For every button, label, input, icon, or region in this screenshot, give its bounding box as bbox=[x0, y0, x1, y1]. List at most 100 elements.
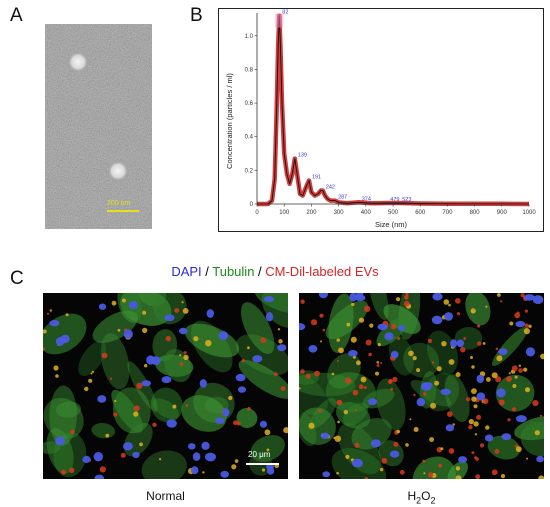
ev-puncta bbox=[482, 398, 489, 405]
ev-puncta bbox=[185, 404, 189, 407]
ev-puncta bbox=[515, 446, 522, 453]
ev-puncta bbox=[468, 425, 473, 430]
dapi-nucleus bbox=[55, 436, 65, 446]
ev-puncta bbox=[486, 377, 491, 382]
dapi-nucleus bbox=[349, 293, 357, 302]
ev-puncta bbox=[473, 404, 478, 409]
ev-puncta bbox=[139, 442, 143, 447]
dapi-nucleus bbox=[389, 450, 400, 458]
ev-puncta bbox=[431, 361, 435, 364]
tubulin-region bbox=[127, 361, 158, 412]
dapi-nucleus bbox=[235, 373, 246, 382]
ev-puncta bbox=[476, 414, 482, 420]
ev-puncta bbox=[280, 386, 286, 391]
ev-puncta bbox=[409, 418, 412, 421]
ev-puncta bbox=[264, 429, 271, 436]
x-tick-label: 600 bbox=[415, 210, 426, 216]
ev-puncta bbox=[408, 350, 414, 357]
dapi-nucleus bbox=[444, 312, 453, 321]
tubulin-region bbox=[487, 435, 521, 460]
dapi-nucleus bbox=[82, 455, 91, 463]
ev-puncta bbox=[376, 364, 380, 367]
dapi-nucleus bbox=[266, 463, 274, 470]
dapi-nucleus bbox=[450, 339, 458, 348]
ev-puncta bbox=[356, 360, 361, 366]
ev-puncta bbox=[511, 365, 518, 372]
panel-label-c: C bbox=[10, 268, 24, 289]
ev-puncta bbox=[46, 312, 50, 315]
ev-puncta bbox=[183, 354, 189, 361]
ev-puncta bbox=[266, 448, 270, 452]
dapi-nucleus bbox=[238, 386, 246, 393]
ev-puncta bbox=[334, 435, 341, 442]
ev-puncta bbox=[300, 299, 305, 304]
y-axis-label: Concentration (particles / ml) bbox=[225, 73, 234, 169]
ev-puncta bbox=[322, 328, 326, 332]
ev-puncta bbox=[368, 352, 372, 357]
ev-puncta bbox=[485, 305, 488, 308]
ev-puncta bbox=[393, 441, 399, 447]
ev-puncta bbox=[152, 422, 157, 427]
ev-puncta bbox=[114, 399, 117, 403]
tubulin-region bbox=[444, 374, 470, 423]
tubulin-region bbox=[368, 293, 389, 321]
dapi-nucleus bbox=[498, 348, 508, 356]
tubulin-region bbox=[376, 378, 406, 431]
dapi-nucleus bbox=[94, 474, 105, 479]
x-tick-label: 100 bbox=[279, 210, 290, 216]
ev-puncta bbox=[205, 340, 212, 347]
ev-puncta bbox=[363, 386, 367, 389]
ev-puncta bbox=[305, 373, 311, 379]
ev-puncta bbox=[399, 469, 405, 475]
ev-puncta bbox=[509, 321, 514, 326]
ev-puncta bbox=[345, 454, 350, 459]
dapi-nucleus bbox=[199, 379, 207, 388]
tubulin-region bbox=[141, 450, 187, 479]
ev-puncta bbox=[463, 337, 466, 340]
ev-puncta bbox=[390, 323, 397, 330]
ev-puncta bbox=[343, 409, 348, 415]
stain-separator-2: / bbox=[254, 264, 266, 279]
ev-puncta bbox=[69, 467, 75, 473]
tubulin-region bbox=[241, 302, 275, 354]
micrograph-scale-label: 20 μm bbox=[248, 450, 271, 459]
ev-puncta bbox=[455, 372, 461, 378]
ev-puncta bbox=[455, 466, 461, 471]
dapi-nucleus bbox=[215, 417, 225, 424]
ev-puncta bbox=[538, 475, 544, 479]
ev-puncta bbox=[466, 397, 471, 402]
ev-puncta bbox=[506, 376, 512, 382]
x-tick-label: 200 bbox=[306, 210, 317, 216]
tubulin-region bbox=[49, 385, 77, 446]
ev-puncta bbox=[121, 298, 126, 303]
dapi-nucleus bbox=[431, 315, 443, 325]
ev-puncta bbox=[99, 466, 106, 473]
dapi-nucleus bbox=[456, 339, 465, 348]
dapi-nucleus bbox=[368, 398, 378, 406]
ev-puncta bbox=[460, 347, 466, 353]
dapi-nucleus bbox=[128, 301, 138, 310]
dapi-nucleus bbox=[263, 296, 275, 303]
ev-puncta bbox=[448, 448, 455, 454]
ev-puncta bbox=[369, 323, 374, 328]
ev-puncta bbox=[183, 351, 187, 355]
ev-puncta bbox=[354, 442, 360, 448]
ev-puncta bbox=[228, 395, 233, 401]
ev-puncta bbox=[392, 376, 398, 383]
panel-label-b: B bbox=[190, 5, 203, 26]
y-tick-label: 1.0 bbox=[245, 34, 254, 40]
tubulin-region bbox=[92, 310, 138, 343]
dapi-nucleus bbox=[123, 442, 133, 451]
tubulin-region bbox=[447, 461, 468, 479]
ev-puncta bbox=[358, 317, 365, 323]
dapi-nucleus bbox=[188, 443, 196, 450]
dapi-nucleus bbox=[516, 415, 527, 423]
ev-puncta bbox=[277, 328, 281, 331]
ev-puncta bbox=[136, 382, 143, 389]
peak-label: 287 bbox=[338, 195, 347, 201]
tubulin-region bbox=[43, 397, 84, 439]
stain-dapi: DAPI bbox=[171, 264, 202, 279]
tubulin-region bbox=[331, 448, 387, 479]
ev-puncta bbox=[482, 342, 486, 345]
ev-puncta bbox=[497, 293, 501, 297]
